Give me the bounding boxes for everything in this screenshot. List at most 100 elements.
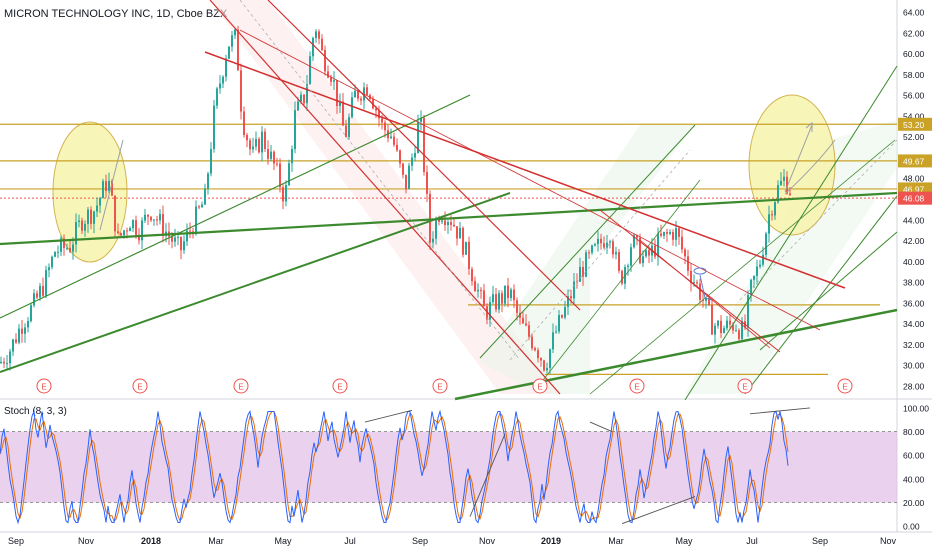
- price-tick-label: 56.00: [903, 91, 925, 101]
- candle-body: [321, 38, 323, 51]
- candle-body: [513, 289, 515, 301]
- candle-body: [147, 214, 149, 217]
- price-label-text: 49.67: [903, 156, 925, 166]
- candle-body: [63, 238, 65, 248]
- projection-arrow: [784, 139, 836, 195]
- stoch-k-line: [0, 409, 789, 525]
- candle-body: [15, 339, 17, 343]
- candle-body: [507, 285, 509, 299]
- candle-body: [504, 285, 506, 304]
- candle-body: [345, 125, 347, 137]
- candle-body: [354, 91, 356, 98]
- stoch-tick-label: 40.00: [903, 474, 925, 484]
- candle-body: [111, 180, 113, 196]
- candle-body: [663, 231, 665, 236]
- price-tick-label: 64.00: [903, 8, 925, 18]
- candle-body: [27, 321, 29, 328]
- candle-body: [51, 256, 53, 268]
- green-trendline: [684, 65, 898, 401]
- candle-body: [543, 360, 545, 371]
- candle-body: [570, 296, 572, 299]
- candle-body: [780, 180, 782, 186]
- red-trendline: [599, 209, 781, 353]
- candle-body: [141, 220, 143, 241]
- earnings-marker-label: E: [742, 383, 747, 392]
- candle-body: [681, 236, 683, 250]
- candle-body: [552, 332, 554, 350]
- candle-body: [735, 330, 737, 332]
- candle-body: [630, 247, 632, 266]
- price-tick-label: 40.00: [903, 257, 925, 267]
- price-tick-label: 54.00: [903, 111, 925, 121]
- candle-body: [33, 293, 35, 306]
- candle-body: [264, 131, 266, 150]
- candle-body: [705, 298, 707, 301]
- earnings-marker: [837, 378, 853, 394]
- candle-body: [207, 173, 209, 189]
- candle-body: [753, 275, 755, 280]
- time-tick-label: Jul: [344, 536, 356, 546]
- earnings-marker: [233, 378, 249, 394]
- channel-midline: [239, 0, 521, 361]
- candle-body: [0, 361, 2, 363]
- divergence-line: [589, 421, 613, 432]
- time-tick-label: Sep: [812, 536, 828, 546]
- candle-body: [537, 350, 539, 359]
- candle-body: [300, 94, 302, 102]
- candle-body: [726, 320, 728, 329]
- candle-body: [114, 195, 116, 232]
- candle-body: [492, 294, 494, 303]
- price-tick-label: 42.00: [903, 236, 925, 246]
- candle-body: [699, 283, 701, 300]
- candle-body: [669, 232, 671, 234]
- earnings-marker: [432, 378, 448, 394]
- candle-body: [693, 282, 695, 284]
- candle-body: [78, 220, 80, 223]
- candle-body: [357, 91, 359, 99]
- candle-body: [117, 231, 119, 233]
- candle-body: [6, 363, 8, 365]
- candle-body: [348, 117, 350, 137]
- candle-body: [450, 222, 452, 225]
- candle-body: [54, 252, 56, 257]
- candle-body: [417, 121, 419, 153]
- candle-body: [231, 35, 233, 47]
- candle-body: [18, 328, 20, 343]
- candle-body: [648, 250, 650, 256]
- time-tick-label: Nov: [880, 536, 897, 546]
- candle-body: [549, 349, 551, 369]
- divergence-line: [364, 409, 413, 423]
- candle-body: [399, 150, 401, 164]
- candle-body: [444, 220, 446, 226]
- red-trendline: [239, 29, 821, 331]
- candle-body: [108, 180, 110, 191]
- candle-body: [723, 328, 725, 334]
- time-tick-label: Sep: [412, 536, 428, 546]
- candle-body: [105, 181, 107, 191]
- divergence-line: [469, 433, 506, 517]
- earnings-marker-label: E: [437, 383, 442, 392]
- candle-body: [471, 269, 473, 282]
- chart-title: MICRON TECHNOLOGY INC, 1D, Cboe BZX: [4, 8, 228, 20]
- candle-body: [573, 281, 575, 299]
- red-trendline: [209, 0, 561, 395]
- stoch-tick-label: 80.00: [903, 427, 925, 437]
- green-trendline: [589, 139, 896, 395]
- candle-body: [129, 228, 131, 232]
- stoch-title: Stoch (8, 3, 3): [4, 406, 67, 417]
- candle-body: [93, 211, 95, 224]
- candle-body: [246, 135, 248, 141]
- price-tick-label: 30.00: [903, 361, 925, 371]
- candle-body: [189, 230, 191, 232]
- divergence-line: [749, 407, 811, 415]
- red-trendline: [204, 51, 846, 289]
- candle-body: [339, 101, 341, 107]
- candle-body: [303, 94, 305, 104]
- candle-body: [216, 88, 218, 106]
- candle-body: [462, 227, 464, 255]
- time-tick-label: Mar: [208, 536, 224, 546]
- candle-body: [720, 320, 722, 334]
- candle-body: [291, 149, 293, 164]
- candle-body: [219, 83, 221, 89]
